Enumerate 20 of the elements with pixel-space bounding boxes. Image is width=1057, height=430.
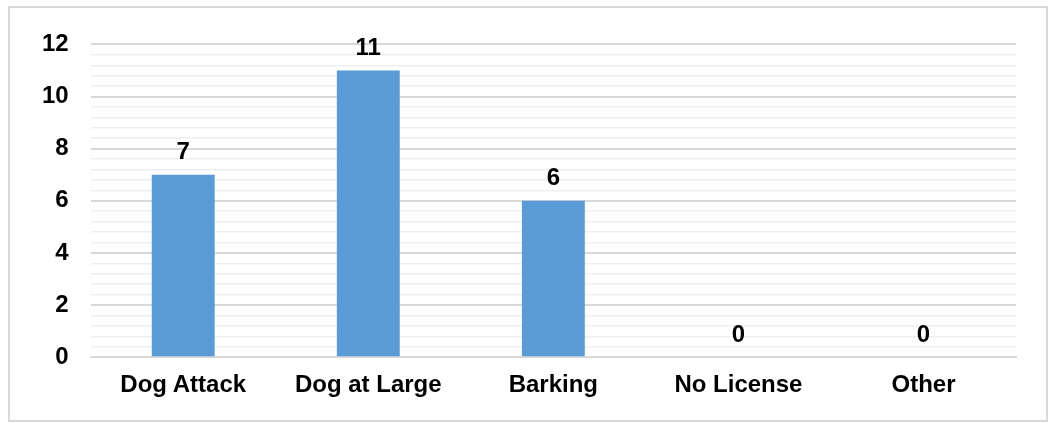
y-tick-label: 8 xyxy=(55,133,69,161)
y-tick-label: 6 xyxy=(55,185,69,213)
y-tick-label: 0 xyxy=(55,341,69,369)
y-tick-label: 4 xyxy=(55,237,70,265)
data-label: 0 xyxy=(916,319,931,347)
data-label: 0 xyxy=(731,319,746,347)
x-tick-label: No License xyxy=(674,370,803,398)
data-label: 6 xyxy=(546,163,561,191)
x-tick-label: Dog at Large xyxy=(294,370,442,398)
data-label: 11 xyxy=(355,33,381,61)
data-label: 7 xyxy=(176,137,190,165)
bar xyxy=(521,200,585,357)
bar xyxy=(336,70,400,357)
x-tick-label: Barking xyxy=(508,370,599,398)
y-tick-label: 10 xyxy=(41,81,69,109)
y-tick-label: 2 xyxy=(55,289,69,317)
bar xyxy=(151,174,215,357)
x-tick-label: Dog Attack xyxy=(120,370,247,398)
x-tick-label: Other xyxy=(891,370,956,398)
y-tick-label: 12 xyxy=(41,29,69,57)
